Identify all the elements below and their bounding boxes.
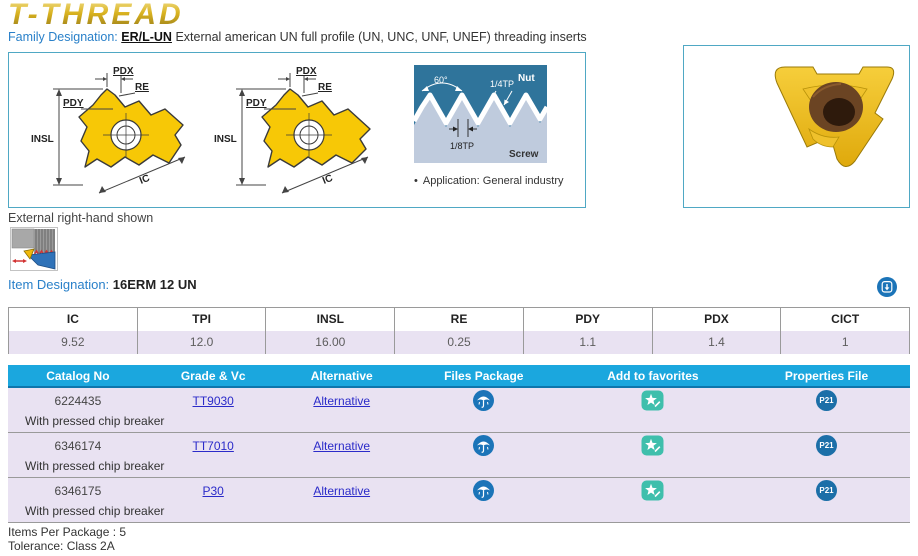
t-thread-logo: T-THREAD [8,0,184,31]
chip-breaker-note: With pressed chip breaker [25,459,165,473]
pdy-dimension-label: PDY [63,98,84,109]
catalog-row-group: 6346174 TT7010 Alternative [8,433,910,478]
column-header-properties-file: Properties File [784,368,869,383]
grade-link[interactable]: TT7010 [192,438,234,453]
pdx-dimension-label: PDX [296,66,317,77]
value-cict: 1 [781,331,910,354]
column-header-pdy: PDY [523,308,653,331]
angle-60-label: 60° [434,75,448,85]
alternative-link[interactable]: Alternative [313,438,371,453]
value-re: 0.25 [395,331,524,354]
dimensions-value-row: 9.52 12.0 16.00 0.25 1.1 1.4 1 [9,331,910,354]
catalog-table: Catalog No Grade & Vc Alternative Files … [8,365,910,523]
catalog-row-group: 6346175 P30 Alternative [8,478,910,523]
tolerance-note: Tolerance: Class 2A [8,539,115,553]
properties-file-p21-icon[interactable]: P21 [816,480,837,501]
catalog-number: 6346175 [54,483,102,498]
insl-dimension-label: INSL [31,134,54,145]
column-header-re: RE [395,308,524,331]
insert-product-photo [774,66,895,167]
dimensions-table: IC TPI INSL RE PDY PDX CICT 9.52 12.0 16… [8,307,910,354]
application-bullet: • [414,175,418,187]
thread-profile-diagram: Nut Screw 60° 1/4TP 1/8TP [411,65,550,163]
chip-breaker-note: With pressed chip breaker [25,414,165,428]
value-ic: 9.52 [9,331,138,354]
footer-notes: Items Per Package : 5 Tolerance: Class 2… [8,525,126,553]
properties-file-p21-icon[interactable]: P21 [816,435,837,456]
pdx-dimension-label: PDX [113,66,134,77]
machining-operation-icon [10,227,58,271]
external-hand-note: External right-hand shown [8,211,154,225]
family-description: External american UN full profile (UN, U… [175,30,587,44]
application-text: Application: General industry [422,175,564,187]
family-designation-label: Family Designation: [8,30,118,44]
column-header-pdx: PDX [652,308,782,331]
nut-label: Nut [518,73,535,84]
files-package-icon[interactable] [473,435,495,456]
star-icon[interactable] [641,390,664,411]
star-icon[interactable] [641,480,664,501]
item-designation-label: Item Designation: [8,277,110,292]
chip-breaker-note: With pressed chip breaker [25,504,165,518]
download-icon[interactable] [877,277,897,297]
value-pdx: 1.4 [652,331,782,354]
product-photo-box [683,45,910,208]
family-designation-line: Family Designation: ER/L-UN External ame… [8,30,587,44]
screw-label: Screw [509,149,539,160]
alternative-link[interactable]: Alternative [313,393,371,408]
table-row: 6346174 TT7010 Alternative [8,433,910,458]
dimensions-header-row: IC TPI INSL RE PDY PDX CICT [9,308,910,331]
column-header-ic: IC [9,308,138,331]
catalog-row-group: 6224435 TT9030 Alternative [8,388,910,433]
quarter-tp-label: 1/4TP [490,79,514,89]
catalog-number: 6346174 [54,438,102,453]
item-designation-line: Item Designation: 16ERM 12 UN [8,277,197,292]
value-insl: 16.00 [266,331,396,354]
star-icon[interactable] [641,435,664,456]
catalog-header-row: Catalog No Grade & Vc Alternative Files … [8,365,910,388]
value-pdy: 1.1 [523,331,653,354]
column-header-tpi: TPI [137,308,267,331]
insl-dimension-label: INSL [214,134,237,145]
pdy-dimension-label: PDY [246,98,267,109]
files-package-icon[interactable] [473,480,495,501]
insert-dimension-diagram-left: INSL PDY PDX RE IC [31,66,186,194]
items-per-package: Items Per Package : 5 [8,525,127,539]
re-dimension-label: RE [318,82,332,93]
ic-dimension-label: IC [138,173,151,187]
grade-link[interactable]: TT9030 [192,393,234,408]
properties-file-p21-icon[interactable]: P21 [816,390,837,411]
family-code-link[interactable]: ER/L-UN [121,30,172,44]
column-header-add-favorites: Add to favorites [607,368,699,383]
technical-diagram-box: INSL PDY PDX RE IC [8,52,586,208]
alternative-link[interactable]: Alternative [313,483,371,498]
insert-dimension-diagram-right: INSL PDY PDX RE IC [214,66,371,194]
column-header-files-package: Files Package [444,368,524,383]
column-header-cict: CICT [781,308,910,331]
table-row: 6224435 TT9030 Alternative [8,388,910,413]
value-tpi: 12.0 [137,331,267,354]
thread-profile-section: Nut Screw 60° 1/4TP 1/8TP • Application:… [411,65,574,187]
table-row: 6346175 P30 Alternative [8,478,910,503]
ic-dimension-label: IC [321,173,334,187]
files-package-icon[interactable] [473,390,495,411]
column-header-insl: INSL [266,308,396,331]
column-header-catalog-no: Catalog No [46,368,110,383]
grade-link[interactable]: P30 [202,483,224,498]
item-designation-value: 16ERM 12 UN [112,277,197,292]
column-header-alternative: Alternative [310,368,373,383]
re-dimension-label: RE [135,82,149,93]
application-note: • Application: General industry [414,175,574,187]
catalog-number: 6224435 [54,393,102,408]
eighth-tp-label: 1/8TP [450,141,474,151]
column-header-grade-vc: Grade & Vc [180,368,246,383]
